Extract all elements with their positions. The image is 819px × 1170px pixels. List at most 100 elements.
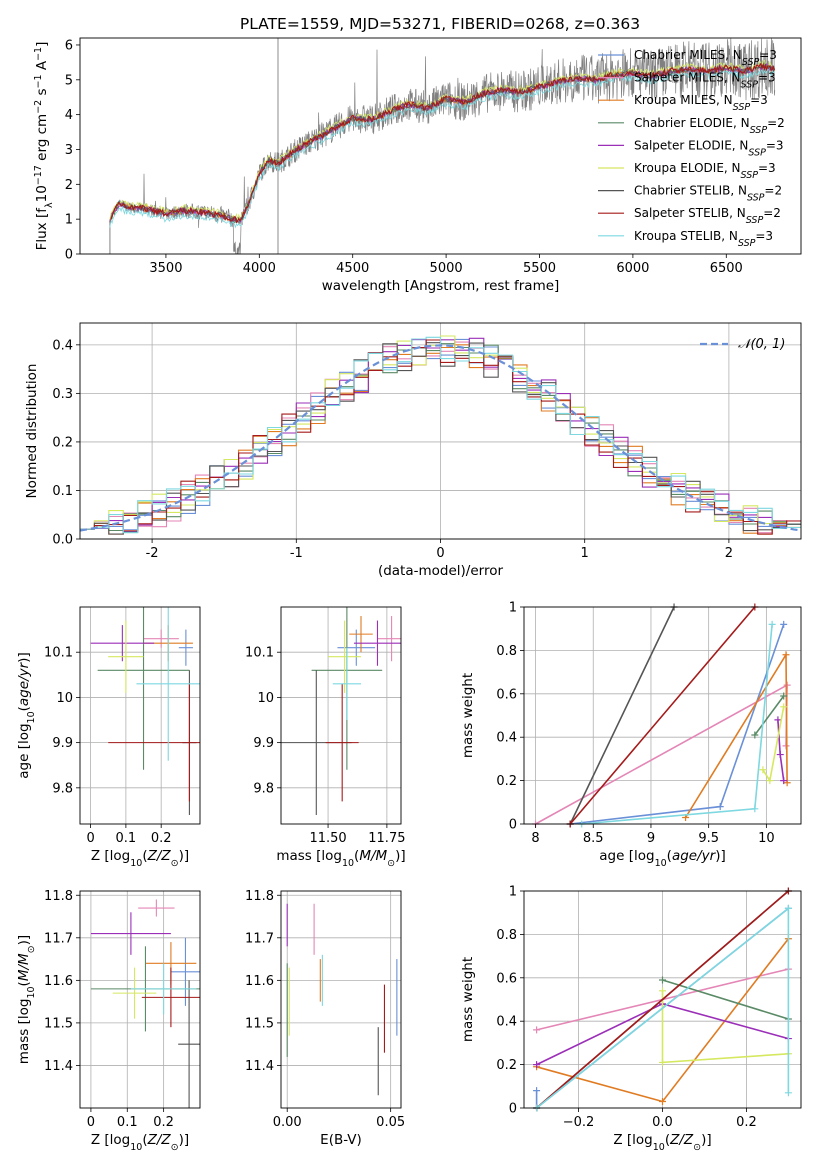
panel-residuals: -2 -1 0 1 2 0.0 0.1 0.2 0.3 0.4 (data-model)/error… — [24, 322, 802, 579]
y-tick-label: 10.1 — [44, 646, 73, 661]
errorbar-salpeter_stelib — [325, 683, 359, 802]
x-tick-label: -1 — [290, 546, 303, 561]
x-axis-label: mass [log10(M/M⊙)] — [276, 848, 405, 869]
panel-mass-vs-ebv: 0.00 0.05 11.4 11.5 11.6 11.7 11.8 E(B-V) — [245, 889, 405, 1148]
weight-line-salpeter_stelib — [536, 890, 789, 1109]
mass-vs-z-plot-area — [90, 899, 200, 1108]
errorbar-salpeter_miles — [138, 899, 175, 917]
errorbar-kroupa_miles — [349, 616, 373, 653]
x-tick-label: 0.2 — [153, 1115, 174, 1130]
y-tick-label: 0.2 — [496, 1058, 517, 1073]
weight-marker-kroupa_stelib — [784, 1089, 792, 1097]
weight-marker-chabrier_miles — [780, 620, 788, 628]
axes-frame — [79, 890, 201, 1109]
y-tick-label: 0.6 — [496, 687, 517, 702]
normal-curve — [80, 344, 801, 532]
x-tick-label: 11.75 — [368, 831, 405, 846]
weight-vs-age-plot-area — [532, 603, 791, 828]
y-tick-label: 0.0 — [52, 533, 73, 548]
panel-weight-vs-age: 8 8.5 9 9.5 10 0 0.2 0.4 0.6 0.8 1 age [log10(age/y… — [460, 601, 802, 869]
y-tick-label: 0.2 — [496, 774, 517, 789]
figure-title: PLATE=1559, MJD=53271, FIBERID=0268, z=0… — [240, 15, 640, 33]
y-tick-label: 0.4 — [52, 338, 73, 353]
x-tick-label: 8.5 — [583, 831, 604, 846]
y-tick-label: 9.8 — [52, 781, 73, 796]
weight-marker-chabrier_elodie — [751, 731, 759, 739]
weight-marker-kroupa_miles — [782, 651, 790, 659]
errorbar-kroupa_stelib — [136, 607, 200, 761]
y-tick-label: 0 — [509, 818, 517, 833]
y-tick-label: 11.6 — [44, 974, 73, 989]
y-tick-label: 11.8 — [44, 889, 73, 904]
y-tick-label: 1 — [509, 885, 517, 900]
weight-marker-kroupa_stelib — [784, 904, 792, 912]
x-tick-label: 10 — [758, 831, 775, 846]
y-axis-label: mass weight — [460, 673, 476, 758]
x-tick-label: 4500 — [336, 261, 369, 276]
y-axis-label: Normed distribution — [24, 364, 40, 499]
weight-line-chabrier_elodie — [662, 979, 789, 1020]
weight-marker-kroupa_stelib — [768, 620, 776, 628]
axes-frame — [280, 606, 402, 825]
mass-vs-ebv-plot-area — [286, 903, 398, 1096]
weight-marker-salpeter_elodie — [776, 751, 784, 759]
x-axis-label: Z [log10(Z/Z⊙)] — [91, 1132, 189, 1153]
y-tick-label: 0 — [509, 1102, 517, 1117]
weight-marker-kroupa_elodie — [766, 777, 774, 785]
weight-marker-chabrier_elodie — [659, 976, 666, 984]
x-tick-label: 5500 — [523, 261, 556, 276]
errorbar-kroupa_stelib — [332, 647, 361, 721]
errorbar-kroupa_elodie — [108, 620, 144, 693]
y-tick-label: 0.1 — [52, 484, 73, 499]
legend-label-kroupa_miles: Kroupa MILES, NSSP=3 — [634, 93, 768, 113]
panel-spectrum: 3500 4000 4500 5000 5500 6000 6500 0 1 2 3 4 5 6 wavel… — [33, 37, 802, 294]
x-tick-label: 6000 — [616, 261, 649, 276]
x-tick-label: 0.05 — [376, 1115, 405, 1130]
errorbar-chabrier_miles — [178, 629, 193, 666]
x-tick-label: 0 — [87, 1115, 95, 1130]
errorbar-salpeter_elodie — [90, 625, 155, 662]
errorbar-salpeter_elodie — [90, 912, 171, 955]
y-tick-label: 9.9 — [52, 736, 73, 751]
x-tick-label: 0.0 — [652, 1115, 673, 1130]
x-tick-label: 0 — [436, 546, 444, 561]
panel-weight-vs-z: −0.2 0.0 0.2 0 0.2 0.4 0.6 0.8 1 Z [log10(Z/Z⊙)] m… — [460, 885, 802, 1153]
y-tick-label: 11.4 — [245, 1059, 274, 1074]
weight-marker-salpeter_elodie — [780, 777, 788, 785]
model-salpeter_stelib — [109, 62, 776, 224]
y-tick-label: 3 — [65, 143, 73, 158]
weight-marker-salpeter_miles — [783, 681, 791, 689]
x-tick-label: 0.1 — [116, 831, 137, 846]
x-tick-label: 9.5 — [698, 831, 719, 846]
errorbar-salpeter_elodie — [353, 620, 401, 666]
x-tick-label: 0 — [86, 831, 94, 846]
errorbar-chabrier_miles — [170, 937, 200, 1006]
weight-line-chabrier_stelib — [569, 606, 675, 825]
axes-frame — [79, 606, 201, 825]
y-tick-label: 11.8 — [245, 889, 274, 904]
x-axis-label: Z [log10(Z/Z⊙)] — [91, 848, 189, 869]
legend-label-kroupa_elodie: Kroupa ELODIE, NSSP=3 — [634, 161, 776, 181]
y-tick-label: 0.6 — [496, 971, 517, 986]
y-tick-label: 11.7 — [245, 931, 274, 946]
errorbar-salpeter_miles — [143, 629, 179, 648]
y-tick-label: 0.4 — [496, 1015, 517, 1030]
errorbar-chabrier_stelib — [178, 980, 200, 1108]
x-tick-label: 4000 — [243, 261, 276, 276]
legend-label-salpeter_stelib: Salpeter STELIB, NSSP=2 — [634, 206, 781, 226]
y-axis-label: mass weight — [460, 957, 476, 1042]
x-tick-label: 0.2 — [736, 1115, 757, 1130]
y-tick-label: 4 — [65, 108, 73, 123]
y-tick-label: 10.1 — [245, 646, 274, 661]
errorbar-kroupa_stelib — [130, 963, 197, 1015]
y-tick-label: 11.6 — [245, 974, 274, 989]
errorbar-salpeter_stelib — [108, 683, 200, 802]
y-axis-label: Flux [fλ10−17 erg cm−2 s−1 A−1] — [33, 42, 55, 251]
panel-age-vs-z: 0 0.1 0.2 9.8 9.9 10 10.1 Z [log10(Z/Z⊙)] age [l… — [16, 606, 201, 869]
y-tick-label: 11.7 — [44, 931, 73, 946]
y-axis-label: mass [log10(M/M⊙)] — [16, 935, 37, 1064]
weight-marker-chabrier_elodie — [780, 692, 788, 700]
weight-line-salpeter_stelib — [569, 606, 756, 825]
axes-frame — [79, 37, 802, 255]
